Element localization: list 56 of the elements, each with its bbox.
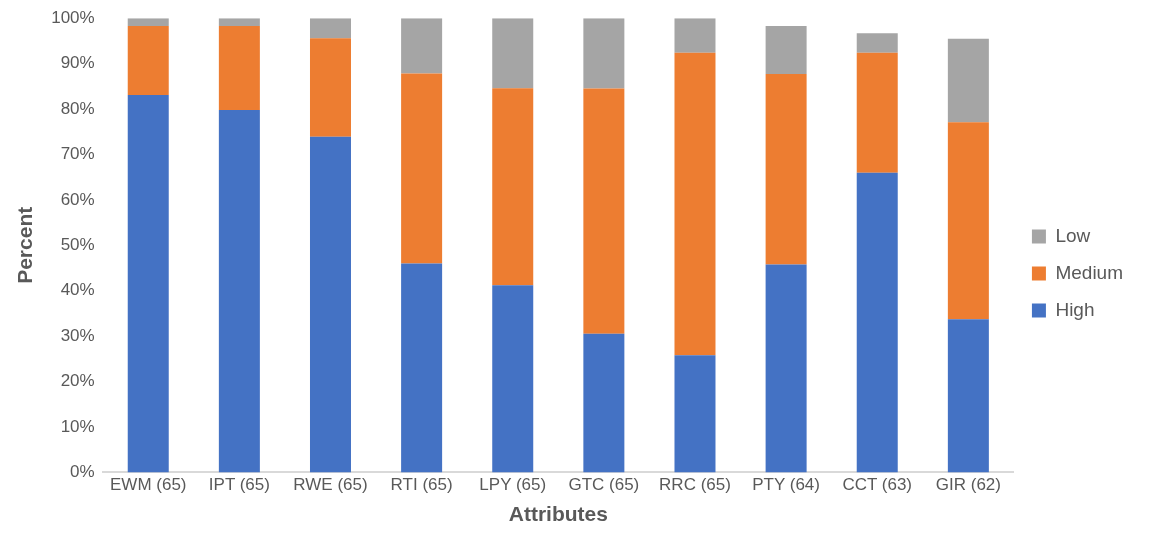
bar bbox=[765, 25, 807, 75]
bar bbox=[856, 172, 898, 473]
bar bbox=[309, 136, 351, 473]
bar bbox=[492, 88, 534, 286]
y-tick-label: 50% bbox=[60, 234, 95, 254]
bar bbox=[583, 333, 625, 473]
x-axis-title: Attributes bbox=[508, 502, 608, 526]
bar bbox=[401, 18, 443, 74]
bar bbox=[492, 285, 534, 473]
y-tick-label: 80% bbox=[60, 98, 95, 118]
y-tick-label: 0% bbox=[70, 462, 95, 482]
bar bbox=[765, 264, 807, 473]
bar bbox=[674, 52, 716, 356]
legend-label: Low bbox=[1055, 224, 1091, 246]
bar bbox=[947, 122, 989, 320]
bar bbox=[674, 18, 716, 53]
bar bbox=[947, 319, 989, 473]
bar bbox=[218, 25, 260, 110]
bar bbox=[127, 25, 169, 95]
x-tick-label: RRC (65) bbox=[659, 475, 731, 495]
bar bbox=[947, 38, 989, 123]
bar bbox=[309, 18, 351, 39]
bar bbox=[401, 73, 443, 264]
bar bbox=[583, 88, 625, 334]
bar bbox=[583, 18, 625, 89]
x-tick-label: PTY (64) bbox=[752, 475, 820, 495]
legend-label: Medium bbox=[1055, 261, 1123, 283]
bar bbox=[674, 355, 716, 473]
x-tick-label: EWM (65) bbox=[109, 475, 187, 495]
x-tick-label: LPY (65) bbox=[479, 475, 547, 495]
bar bbox=[218, 109, 260, 473]
y-tick-label: 10% bbox=[60, 416, 95, 436]
y-tick-label: 40% bbox=[60, 280, 95, 300]
bar bbox=[856, 33, 898, 53]
x-tick-label: GTC (65) bbox=[568, 475, 640, 495]
bar bbox=[765, 74, 807, 265]
bar bbox=[309, 38, 351, 137]
x-tick-label: RWE (65) bbox=[293, 475, 368, 495]
bar bbox=[401, 263, 443, 473]
legend-label: High bbox=[1055, 298, 1095, 320]
x-tick-label: CCT (63) bbox=[842, 475, 913, 495]
y-tick-label: 70% bbox=[60, 144, 95, 164]
y-tick-label: 100% bbox=[51, 7, 95, 27]
y-tick-label: 60% bbox=[60, 189, 95, 209]
x-tick-label: IPT (65) bbox=[208, 475, 270, 495]
bar bbox=[492, 18, 534, 89]
y-axis-title: Percent bbox=[13, 206, 37, 284]
x-tick-label: RTI (65) bbox=[390, 475, 453, 495]
bar bbox=[127, 94, 169, 473]
bar bbox=[218, 18, 260, 26]
x-tick-label: GIR (62) bbox=[935, 475, 1001, 495]
bar bbox=[127, 18, 169, 26]
y-tick-label: 30% bbox=[60, 325, 95, 345]
y-tick-label: 20% bbox=[60, 371, 95, 391]
y-tick-label: 90% bbox=[60, 53, 95, 73]
bar bbox=[856, 52, 898, 173]
